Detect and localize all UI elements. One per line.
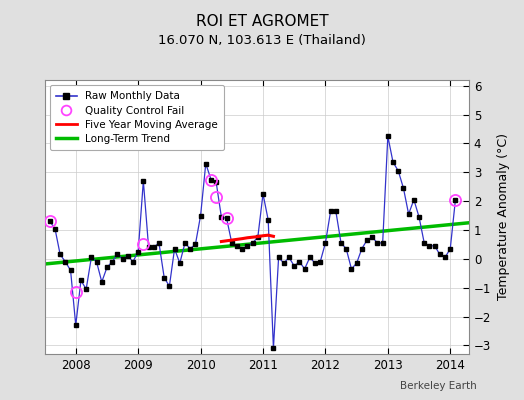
Text: Berkeley Earth: Berkeley Earth xyxy=(400,381,477,391)
Y-axis label: Temperature Anomaly (°C): Temperature Anomaly (°C) xyxy=(497,134,510,300)
Text: 16.070 N, 103.613 E (Thailand): 16.070 N, 103.613 E (Thailand) xyxy=(158,34,366,47)
Legend: Raw Monthly Data, Quality Control Fail, Five Year Moving Average, Long-Term Tren: Raw Monthly Data, Quality Control Fail, … xyxy=(50,85,224,150)
Text: ROI ET AGROMET: ROI ET AGROMET xyxy=(195,14,329,29)
